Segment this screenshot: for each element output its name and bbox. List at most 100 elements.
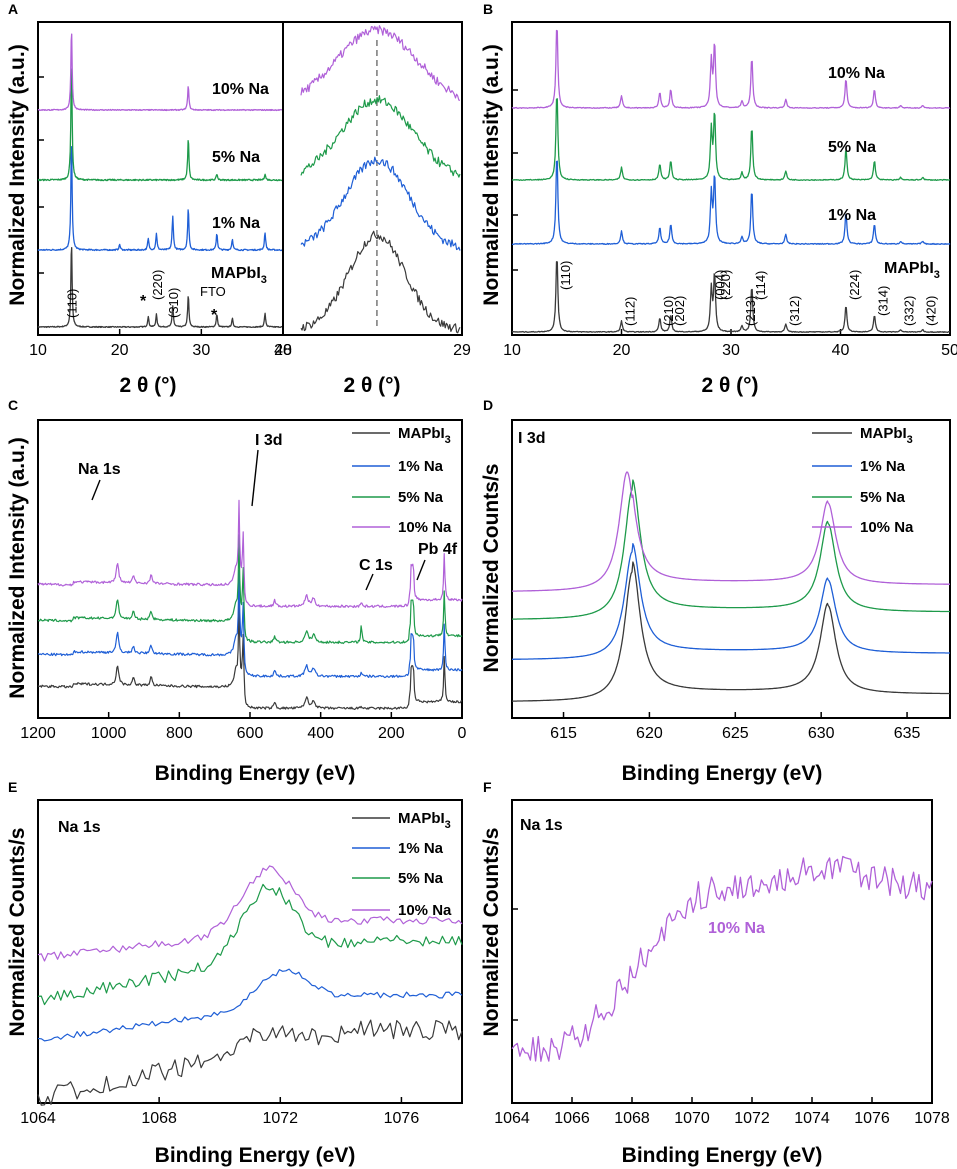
panel-d-series-3 [512,471,950,592]
panel-b-series-0 [511,261,951,333]
panel-a-xtick-label: 30 [192,342,210,359]
x-axis-label-a: 2 θ (°) [119,374,176,397]
panel-d-legend-label: MAPbI3 [860,425,913,446]
panel-f-xtick-label: 1072 [734,1110,770,1127]
panel-f-xtick-label: 1076 [854,1110,890,1127]
panel-label-f: F [483,779,492,795]
panel-b-hkl: (110) [558,261,573,290]
a-label-mapbi: MAPbI3 [211,265,267,286]
panel-d-legend-label: 1% Na [860,458,906,475]
panel-a-series-3 [37,33,284,112]
panel-e-xtick-label: 1076 [384,1110,420,1127]
a-label-fto: FTO [200,284,226,299]
panel-b-xtick-label: 30 [722,342,740,359]
panel-c-legend-label: MAPbI3 [398,425,451,446]
panel-a-hkl: (220) [150,270,165,300]
x-axis-label-d: Binding Energy (eV) [622,762,823,785]
a-label-5na: 5% Na [212,149,260,166]
panel-b-hkl: (210) [661,296,676,326]
panel-e-legend-label: 10% Na [398,902,452,919]
panel-b-series-2 [511,98,951,182]
panel-a-inset-frame [282,21,463,336]
panel-c-arrow-i3d [251,449,259,507]
panel-a-inset-series-1 [300,156,461,251]
panel-c-series-0 [37,599,463,711]
panel-b-hkl: (202) [672,296,687,326]
panel-a-series-1 [37,145,284,252]
panel-b-hkl: (314) [875,286,890,316]
panel-a-series-0 [37,247,284,329]
panel-c-xtick-label: 0 [458,725,467,742]
y-axis-label-d: Normalized Counts/s [480,464,503,673]
panel-b-hkl: (112) [623,297,638,326]
a-star-1: * [140,293,147,310]
panel-f-xtick-label: 1066 [554,1110,590,1127]
panel-d-xtick-label: 615 [550,725,577,742]
panel-d-xtick-label: 620 [636,725,663,742]
panel-d-series-2 [512,479,951,620]
panel-b-xtick-label: 40 [832,342,850,359]
x-axis-label-e: Binding Energy (eV) [155,1144,356,1167]
panel-a-inset-xtick-label: 28 [274,342,292,359]
a-label-10na: 10% Na [212,81,269,98]
b-label-5na: 5% Na [828,139,876,156]
panel-f-xtick-label: 1070 [674,1110,710,1127]
panel-e-series-2 [37,883,463,1006]
panel-b-hkl: (213) [743,296,758,326]
f-title: Na 1s [520,817,563,834]
panel-a-hkl: (110) [64,289,79,318]
x-axis-label-b: 2 θ (°) [701,374,758,397]
y-axis-label-e: Normalized Counts/s [6,828,29,1037]
panel-f-xtick-label: 1064 [494,1110,530,1127]
panel-c-xtick-label: 600 [237,725,264,742]
panel-c-arrow-c1s [365,573,374,591]
panel-f-series [511,855,933,1062]
panel-a-inset-series-2 [300,95,461,178]
panel-d-xtick-label: 625 [722,725,749,742]
panel-a-series-2 [37,68,284,182]
panel-d-series-0 [512,561,951,702]
panel-label-b: B [483,1,493,17]
panel-d-legend-label: 5% Na [860,489,906,506]
panel-a-hkl: (310) [166,288,181,318]
panel-c-series-2 [38,534,463,645]
panel-label-c: C [8,397,18,413]
panel-d-legend-label: 10% Na [860,519,914,536]
panel-f-xtick-label: 1068 [614,1110,650,1127]
panel-d-xtick-label: 630 [808,725,835,742]
x-axis-label-c: Binding Energy (eV) [155,762,356,785]
panel-e-legend-label: 1% Na [398,840,444,857]
panel-b-series-3 [511,29,951,109]
y-axis-label-f: Normalized Counts/s [480,828,503,1037]
panel-b-hkl: (220) [718,270,733,300]
y-axis-label-a: Normalized Intensity (a.u.) [6,44,29,305]
panel-e-legend-label: 5% Na [398,870,444,887]
e-title: Na 1s [58,819,101,836]
panel-c-legend-label: 1% Na [398,458,444,475]
b-label-10na: 10% Na [828,65,885,82]
panel-c-xtick-label: 1000 [91,725,127,742]
a-star-2: * [211,307,218,324]
d-title: I 3d [518,430,546,447]
y-axis-label-b: Normalized Intensity (a.u.) [480,44,503,305]
panel-b-xtick-label: 10 [503,342,521,359]
panel-c-xtick-label: 1200 [20,725,56,742]
f-label-10na: 10% Na [708,920,765,937]
panel-e-legend-label: MAPbI3 [398,810,451,831]
panel-a-inset-series-3 [300,25,461,101]
panel-c-series-3 [37,499,463,609]
panel-a-inset-xtick-label: 29 [453,342,471,359]
c-label-i3d: I 3d [255,432,283,449]
c-label-na1s: Na 1s [78,461,121,478]
panel-c-xtick-label: 200 [378,725,405,742]
panel-f-xtick-label: 1074 [794,1110,830,1127]
panel-e-frame [37,799,463,1104]
panel-e-xtick-label: 1064 [20,1110,56,1127]
panel-c-xtick-label: 400 [307,725,334,742]
panel-a-inset-series-0 [300,230,461,334]
panel-b-hkl: (224) [847,270,862,300]
panel-d-series-1 [512,543,950,660]
panel-c-arrow-pb4f [416,559,426,581]
panel-b-xtick-label: 50 [941,342,957,359]
panel-label-e: E [8,779,17,795]
